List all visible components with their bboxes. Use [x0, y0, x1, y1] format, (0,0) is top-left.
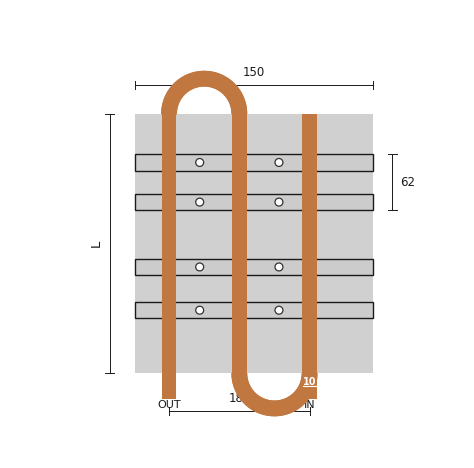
Bar	[135, 302, 373, 318]
Bar	[135, 259, 373, 275]
Bar	[162, 114, 176, 399]
Polygon shape	[232, 373, 317, 416]
Text: 10: 10	[303, 377, 316, 388]
Text: 180: 180	[228, 392, 250, 405]
Bar	[302, 114, 317, 399]
Circle shape	[275, 306, 283, 314]
Text: OUT: OUT	[157, 400, 181, 410]
Bar	[162, 114, 176, 399]
Circle shape	[196, 263, 204, 271]
Polygon shape	[162, 72, 246, 114]
Circle shape	[275, 263, 283, 271]
Bar	[135, 194, 373, 210]
Bar	[302, 114, 317, 399]
Circle shape	[196, 159, 204, 167]
Bar	[135, 154, 373, 170]
Polygon shape	[232, 373, 317, 416]
Bar	[135, 114, 373, 373]
Text: 62: 62	[400, 176, 415, 189]
Circle shape	[275, 198, 283, 206]
Circle shape	[196, 306, 204, 314]
Circle shape	[196, 198, 204, 206]
Text: IN: IN	[304, 400, 315, 410]
Polygon shape	[162, 72, 246, 114]
Circle shape	[275, 159, 283, 167]
Text: 150: 150	[243, 66, 265, 79]
Text: L: L	[90, 240, 102, 247]
Bar	[232, 114, 246, 373]
Bar	[232, 114, 246, 373]
